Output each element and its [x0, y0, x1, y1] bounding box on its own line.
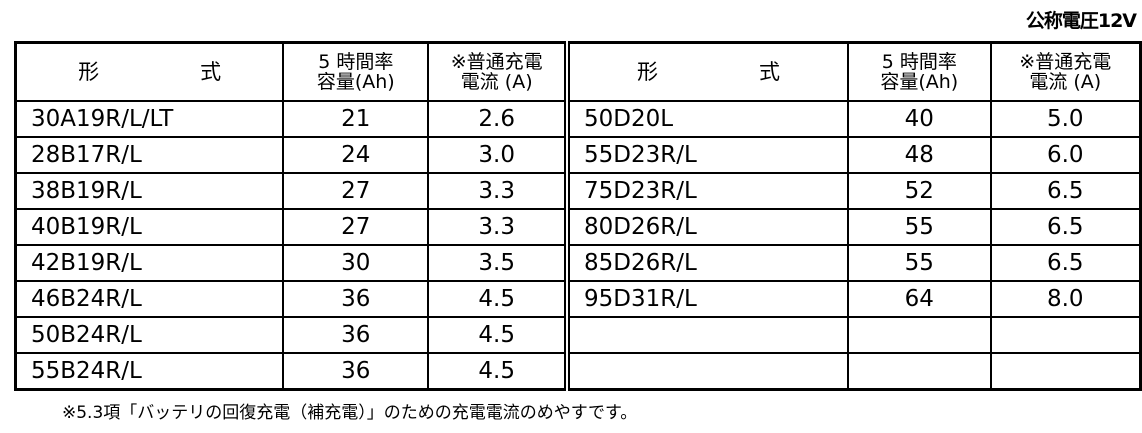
current-cell: 3.5 — [427, 244, 571, 282]
nominal-voltage-label: 公称電圧12V — [1025, 10, 1137, 32]
current-cell — [989, 316, 1142, 354]
capacity-cell: 48 — [847, 136, 992, 174]
capacity-cell: 36 — [282, 352, 430, 391]
model-cell: 55B24R/L — [14, 352, 285, 391]
capacity-cell: 36 — [282, 280, 430, 318]
model-cell: 85D26R/L — [566, 244, 850, 282]
capacity-cell: 21 — [282, 100, 430, 138]
current-cell: 4.5 — [427, 352, 571, 391]
header-model: 形 式 — [14, 41, 285, 102]
current-cell: 6.5 — [989, 172, 1142, 210]
model-cell: 50B24R/L — [14, 316, 285, 354]
capacity-cell: 55 — [847, 208, 992, 246]
model-cell: 80D26R/L — [566, 208, 850, 246]
battery-spec-table: 形 式 5 時間率 容量(Ah) ※普通充電 電流 (A) 形 式 5 時間率 容量(… — [14, 41, 1142, 391]
current-cell: 8.0 — [989, 280, 1142, 318]
model-cell: 40B19R/L — [14, 208, 285, 246]
model-cell — [566, 352, 850, 391]
capacity-cell: 55 — [847, 244, 992, 282]
header-capacity: 5 時間率 容量(Ah) — [847, 41, 992, 102]
footnote: ※5.3項「バッテリの回復充電（補充電）」のための充電電流のめやすです。 — [62, 403, 638, 423]
current-cell: 6.5 — [989, 244, 1142, 282]
capacity-cell: 36 — [282, 316, 430, 354]
current-cell: 5.0 — [989, 100, 1142, 138]
table-row: 42B19R/L 30 3.5 85D26R/L 55 6.5 — [14, 244, 1142, 282]
table-row: 28B17R/L 24 3.0 55D23R/L 48 6.0 — [14, 136, 1142, 174]
capacity-cell — [847, 352, 992, 391]
model-cell: 46B24R/L — [14, 280, 285, 318]
current-cell: 3.3 — [427, 172, 571, 210]
capacity-cell — [847, 316, 992, 354]
current-cell — [989, 352, 1142, 391]
header-model: 形 式 — [566, 41, 850, 102]
current-cell: 3.3 — [427, 208, 571, 246]
capacity-cell: 27 — [282, 208, 430, 246]
capacity-cell: 24 — [282, 136, 430, 174]
model-cell: 95D31R/L — [566, 280, 850, 318]
capacity-cell: 52 — [847, 172, 992, 210]
table-row: 55B24R/L 36 4.5 — [14, 352, 1142, 391]
current-cell: 3.0 — [427, 136, 571, 174]
header-current: ※普通充電 電流 (A) — [989, 41, 1142, 102]
current-cell: 6.0 — [989, 136, 1142, 174]
model-cell: 75D23R/L — [566, 172, 850, 210]
table-row: 30A19R/L/LT 21 2.6 50D20L 40 5.0 — [14, 100, 1142, 138]
capacity-cell: 27 — [282, 172, 430, 210]
capacity-cell: 64 — [847, 280, 992, 318]
table-row: 46B24R/L 36 4.5 95D31R/L 64 8.0 — [14, 280, 1142, 318]
current-cell: 6.5 — [989, 208, 1142, 246]
current-cell: 4.5 — [427, 316, 571, 354]
table-row: 40B19R/L 27 3.3 80D26R/L 55 6.5 — [14, 208, 1142, 246]
header-current: ※普通充電 電流 (A) — [427, 41, 571, 102]
capacity-cell: 30 — [282, 244, 430, 282]
model-cell: 28B17R/L — [14, 136, 285, 174]
model-cell: 55D23R/L — [566, 136, 850, 174]
model-cell: 38B19R/L — [14, 172, 285, 210]
model-cell — [566, 316, 850, 354]
model-cell: 42B19R/L — [14, 244, 285, 282]
capacity-cell: 40 — [847, 100, 992, 138]
table-row: 38B19R/L 27 3.3 75D23R/L 52 6.5 — [14, 172, 1142, 210]
table-header-row: 形 式 5 時間率 容量(Ah) ※普通充電 電流 (A) 形 式 5 時間率 容量(… — [14, 41, 1142, 102]
header-capacity: 5 時間率 容量(Ah) — [282, 41, 430, 102]
current-cell: 2.6 — [427, 100, 571, 138]
model-cell: 50D20L — [566, 100, 850, 138]
model-cell: 30A19R/L/LT — [14, 100, 285, 138]
current-cell: 4.5 — [427, 280, 571, 318]
table-row: 50B24R/L 36 4.5 — [14, 316, 1142, 354]
